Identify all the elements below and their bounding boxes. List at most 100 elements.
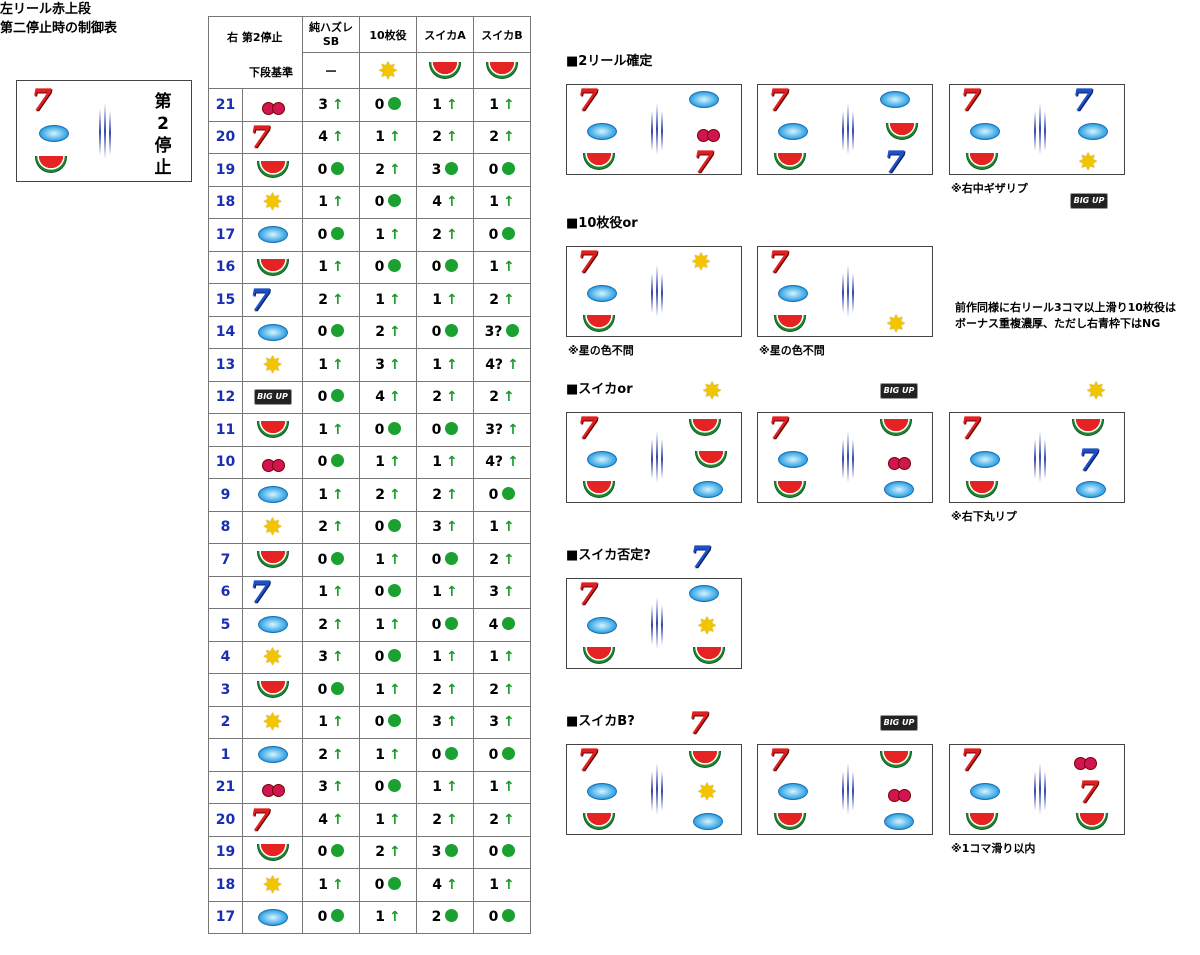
arrow-up-icon: ↑ [389, 324, 401, 341]
red-seven-icon: 7 [577, 743, 598, 778]
cell-c: 0 [473, 738, 531, 772]
cell-a: 1 ↑ [359, 803, 417, 837]
red-seven-icon: 7 [31, 83, 52, 118]
table-row: 21 3 ↑ 0 1 ↑ 1 ↑ [208, 88, 531, 122]
bell-icon: ✸ [262, 513, 283, 542]
reel-symbol: ✸ [242, 510, 303, 544]
replay-icon [693, 481, 723, 498]
replay-icon [257, 908, 288, 926]
reel-symbol [242, 770, 303, 804]
replay-icon [1078, 123, 1108, 140]
cell-b: 1 ↑ [416, 640, 474, 674]
stop-dot-icon [445, 421, 459, 435]
watermelon-icon [774, 481, 806, 498]
arrow-up-icon: ↑ [389, 746, 401, 763]
replay-icon [257, 616, 288, 634]
cell-b: 2 ↑ [416, 803, 474, 837]
watermelon-icon [966, 153, 998, 170]
section-title: ■スイカ否定? [566, 548, 651, 563]
cell-b: 0 [416, 543, 474, 577]
replay-icon [778, 451, 808, 468]
cell-v: 3 ↑ [302, 770, 360, 804]
arrow-up-icon: ↑ [332, 356, 344, 373]
cell-v: 0 [302, 673, 360, 707]
cell-v: 1 ↑ [302, 348, 360, 382]
cell-v: 3 ↑ [302, 640, 360, 674]
watermelon-icon [689, 751, 721, 768]
reel-position: 19 [208, 835, 243, 869]
arrow-up-icon: ↑ [332, 421, 344, 438]
bonus-up-icon: BIG UP [880, 382, 918, 399]
arrow-up-icon: ↑ [503, 714, 515, 731]
arrow-up-icon: ↑ [389, 616, 401, 633]
reel-position: 5 [208, 608, 243, 642]
table-row: 14 0 2 ↑ 0 3? [208, 315, 531, 349]
bell-icon: ✸ [262, 643, 283, 672]
red-seven-icon: 7 [960, 743, 981, 778]
replay-icon [257, 746, 288, 764]
blue-seven-icon: 7 [1078, 443, 1099, 478]
header-col0: 右 第2停止 下段基準 [208, 16, 303, 89]
arrow-up-icon: ↑ [389, 486, 401, 503]
replay-icon [689, 91, 719, 108]
bell-icon: ✸ [262, 870, 283, 899]
reel-symbol [242, 315, 303, 349]
header-10mai: 10枚役 [359, 16, 417, 53]
cell-v: 2 ↑ [302, 510, 360, 544]
stop-dot-icon [445, 324, 459, 338]
arrow-up-icon: ↑ [446, 584, 458, 601]
arrow-up-icon: ↑ [389, 681, 401, 698]
replay-icon [778, 783, 808, 800]
bonus-up-icon: BIG UP [253, 389, 292, 406]
stop-dot-icon [445, 616, 459, 630]
reel-panel: 7 ✸ [757, 245, 933, 337]
stop-dot-icon [331, 681, 345, 695]
table-row: 10 0 1 ↑ 1 ↑ 4? ↑ [208, 445, 531, 479]
watermelon-icon [256, 551, 289, 569]
arrow-up-icon: ↑ [503, 291, 515, 308]
cell-c: 0 [473, 478, 531, 512]
section-title: ■10枚役or [566, 216, 638, 231]
bell-icon: ✸ [377, 56, 399, 85]
arrow-up-icon: ↑ [446, 96, 458, 113]
cell-a: 1 ↑ [359, 218, 417, 252]
watermelon-icon [256, 681, 289, 699]
header-hazure-sub: － [302, 52, 360, 89]
cell-b: 4 ↑ [416, 868, 474, 902]
stop-dot-icon [331, 551, 345, 565]
arrow-up-icon: ↑ [332, 649, 344, 666]
cell-b: 0 [416, 738, 474, 772]
cell-b: 2 ↑ [416, 478, 474, 512]
cell-v: 2 ↑ [302, 738, 360, 772]
stop-dot-icon [331, 226, 345, 240]
panel-note: ※右下丸リプ [951, 510, 1017, 523]
cell-b: 1 ↑ [416, 348, 474, 382]
reel-panel: 7 7 [949, 411, 1125, 503]
replay-icon [880, 91, 910, 108]
arrow-up-icon: ↑ [332, 746, 344, 763]
header-suika-b: スイカB [473, 16, 531, 53]
replay-icon [689, 585, 719, 602]
cell-c: 2 ↑ [473, 543, 531, 577]
red-seven-icon: 7 [577, 245, 598, 280]
red-seven-icon: 7 [768, 411, 789, 446]
reel-panel: 7 7 [949, 743, 1125, 835]
reel-position: 12 [208, 380, 243, 414]
watermelon-icon [486, 62, 518, 79]
cell-v: 0 [302, 218, 360, 252]
watermelon-icon [429, 62, 461, 79]
reel-panel: 7 ✸ [566, 743, 742, 835]
red-seven-icon: 7 [249, 802, 271, 838]
table-row: 16 1 ↑ 0 0 1 ↑ [208, 250, 531, 284]
second-stop-label: 第 2 停 止 [154, 92, 172, 178]
cell-v: 1 ↑ [302, 413, 360, 447]
replay-icon [587, 451, 617, 468]
reel-position: 13 [208, 348, 243, 382]
cell-v: 3 ↑ [302, 88, 360, 122]
reel-symbol: ✸ [242, 185, 303, 219]
replay-icon [1076, 481, 1106, 498]
watermelon-icon [583, 315, 615, 332]
watermelon-icon [689, 419, 721, 436]
cell-b: 0 [416, 315, 474, 349]
red-seven-icon: 7 [577, 411, 598, 446]
